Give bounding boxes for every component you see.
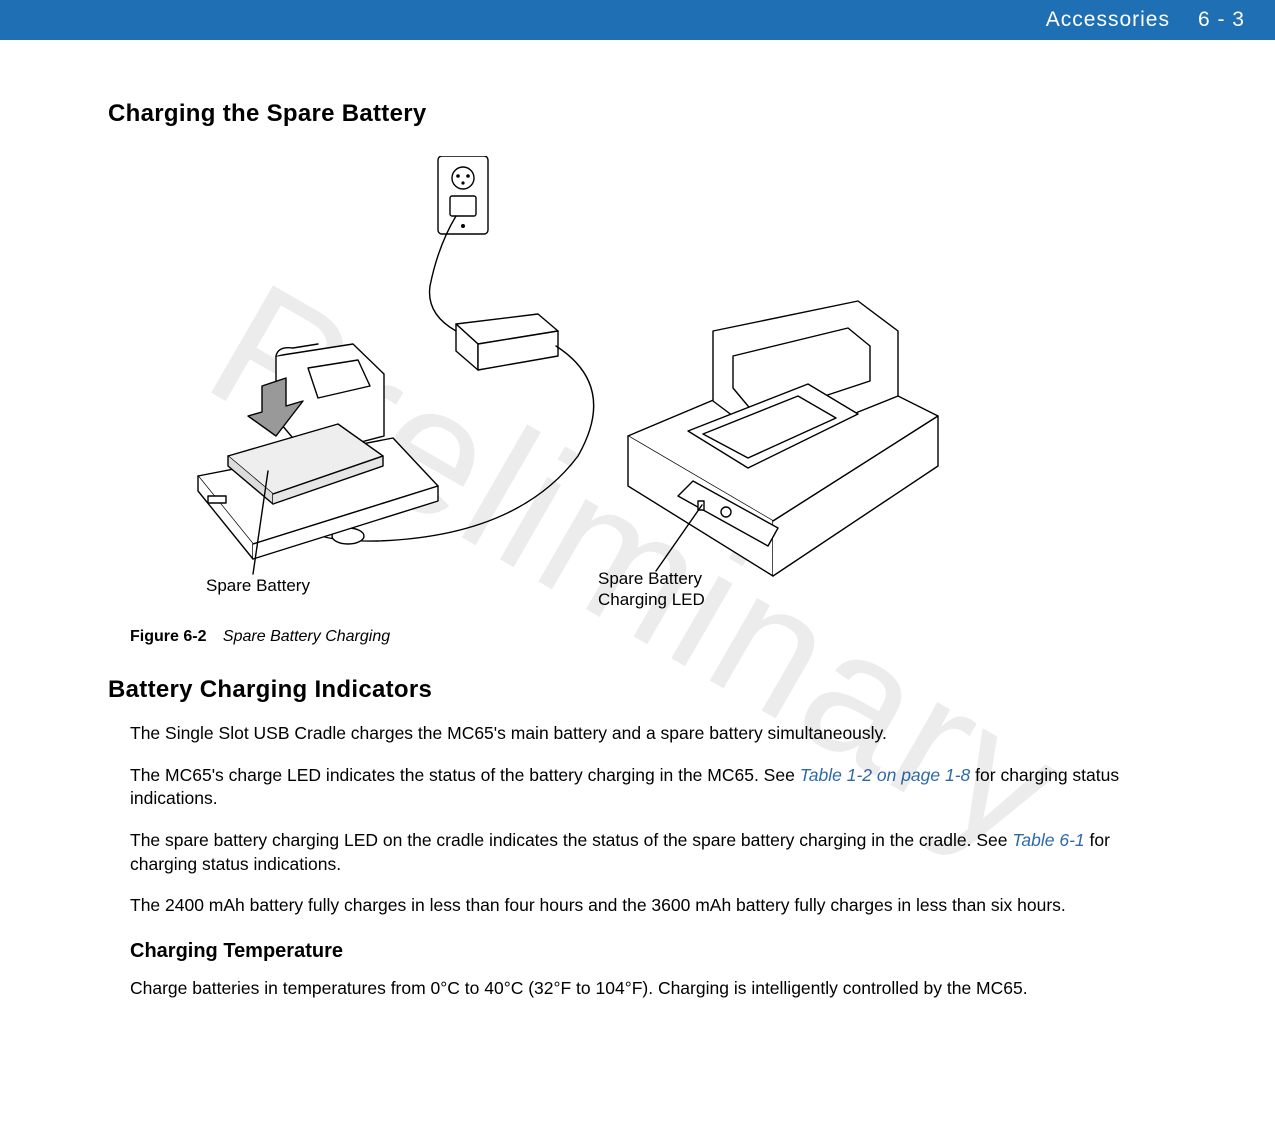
- page-body: Preliminary Charging the Spare Battery: [0, 40, 1275, 1000]
- subsection-title-temp: Charging Temperature: [130, 940, 1145, 963]
- para-temp: Charge batteries in temperatures from 0°…: [130, 977, 1145, 1001]
- para-4: The 2400 mAh battery fully charges in le…: [130, 894, 1145, 918]
- callout-spare-battery: Spare Battery: [206, 576, 310, 596]
- section-title-charging-spare: Charging the Spare Battery: [108, 100, 1145, 128]
- callout-charging-led: Spare Battery Charging LED: [598, 568, 705, 611]
- header-chapter: Accessories: [1046, 8, 1170, 32]
- callout-led-line1: Spare Battery: [598, 569, 702, 588]
- page-header: Accessories 6 - 3: [0, 0, 1275, 40]
- header-page-number: 6 - 3: [1198, 8, 1245, 32]
- callout-led-line2: Charging LED: [598, 590, 705, 609]
- link-table-6-1[interactable]: Table 6-1: [1012, 830, 1084, 850]
- figure-number: Figure 6-2: [130, 628, 206, 645]
- para-3: The spare battery charging LED on the cr…: [130, 829, 1145, 876]
- para-3a: The spare battery charging LED on the cr…: [130, 830, 1012, 850]
- para-1: The Single Slot USB Cradle charges the M…: [130, 722, 1145, 746]
- figure-6-2: Spare Battery Spare Battery Charging LED: [158, 156, 978, 616]
- para-2a: The MC65's charge LED indicates the stat…: [130, 765, 800, 785]
- figure-title: Spare Battery Charging: [223, 628, 390, 645]
- figure-caption: Figure 6-2 Spare Battery Charging: [130, 628, 1145, 646]
- para-2: The MC65's charge LED indicates the stat…: [130, 764, 1145, 811]
- figure-diagram: [158, 156, 978, 616]
- link-table-1-2[interactable]: Table 1-2 on page 1-8: [800, 765, 971, 785]
- section-title-indicators: Battery Charging Indicators: [108, 676, 1145, 704]
